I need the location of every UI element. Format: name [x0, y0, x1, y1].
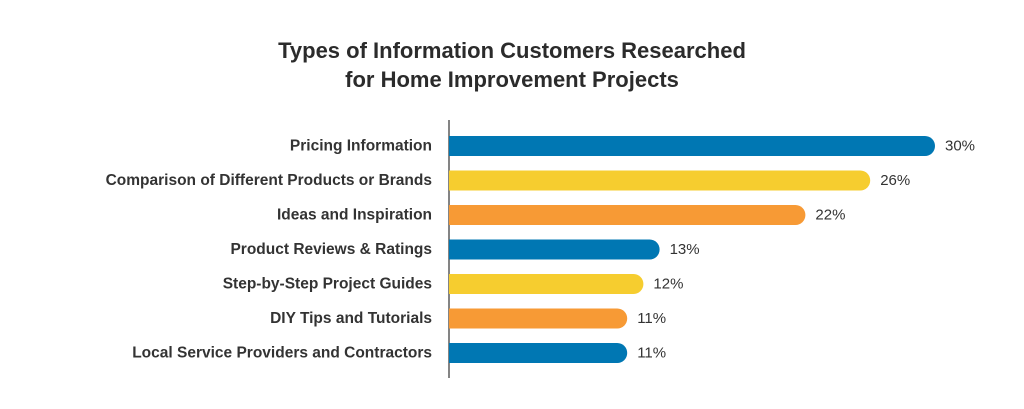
bar-3-base	[449, 239, 459, 260]
value-label-3: 13%	[670, 241, 700, 258]
chart-title-line-2: for Home Improvement Projects	[345, 67, 679, 92]
bar-6	[449, 343, 628, 363]
category-label-0: Pricing Information	[290, 138, 432, 155]
bar-5-base	[449, 308, 459, 329]
bar-4-base	[449, 274, 459, 294]
value-label-2: 22%	[815, 207, 845, 224]
category-label-4: Step-by-Step Project Guides	[223, 276, 432, 293]
category-label-6: Local Service Providers and Contractors	[132, 345, 432, 362]
bar-2-base	[449, 205, 459, 225]
bar-1	[449, 170, 871, 191]
value-label-4: 12%	[653, 276, 683, 293]
bar-0	[449, 136, 935, 156]
value-label-0: 30%	[945, 138, 975, 155]
value-label-5: 11%	[637, 310, 666, 327]
category-label-1: Comparison of Different Products or Bran…	[106, 172, 432, 189]
bars-group: Pricing Information 30% Comparison of Diff…	[106, 136, 975, 363]
chart-title-line-1: Types of Information Customers Researche…	[278, 38, 746, 63]
value-label-6: 11%	[637, 345, 666, 362]
bar-2	[449, 205, 806, 225]
bar-5	[449, 308, 628, 329]
chart-title: Types of Information Customers Researche…	[0, 36, 1024, 94]
category-label-2: Ideas and Inspiration	[277, 207, 432, 224]
bar-4	[449, 274, 644, 294]
bar-1-base	[449, 170, 459, 191]
bar-0-base	[449, 136, 459, 156]
bar-6-base	[449, 343, 459, 363]
category-label-3: Product Reviews & Ratings	[230, 241, 432, 258]
bar-3	[449, 239, 660, 260]
value-label-1: 26%	[880, 172, 910, 189]
category-label-5: DIY Tips and Tutorials	[270, 310, 432, 327]
